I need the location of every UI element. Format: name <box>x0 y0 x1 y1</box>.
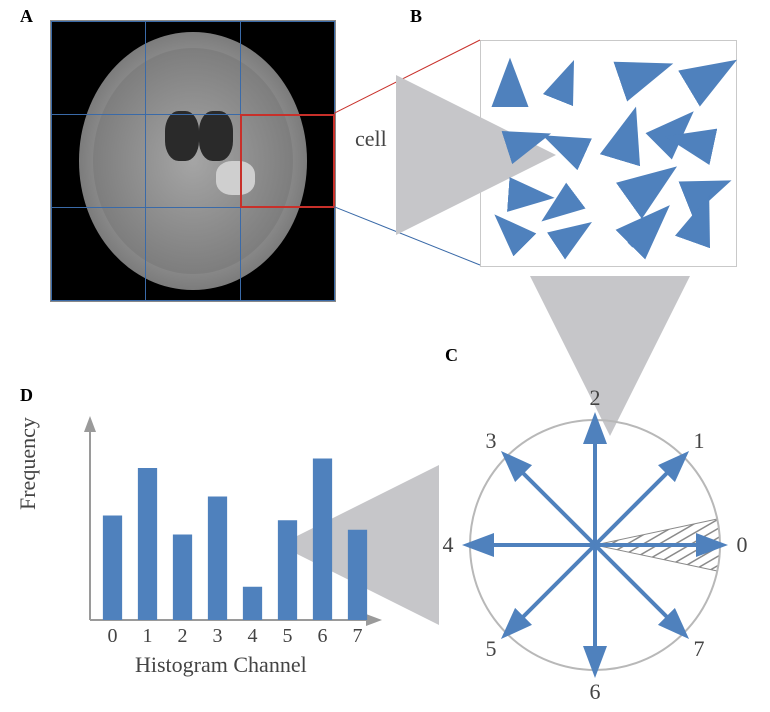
x-axis-label: Histogram Channel <box>135 652 307 678</box>
panel-a-mri <box>50 20 336 302</box>
svg-text:1: 1 <box>693 428 704 453</box>
svg-text:7: 7 <box>693 636 704 661</box>
panel-label-d: D <box>20 385 33 406</box>
svg-text:6: 6 <box>590 679 601 704</box>
svg-text:4: 4 <box>443 532 454 557</box>
svg-text:2: 2 <box>590 385 601 410</box>
figure-stage: A B C D cell Frequency Histogram Channel <box>0 0 770 712</box>
panel-label-c: C <box>445 345 458 366</box>
svg-text:3: 3 <box>486 428 497 453</box>
panel-label-a: A <box>20 6 33 27</box>
svg-text:0: 0 <box>737 532 748 557</box>
svg-text:5: 5 <box>486 636 497 661</box>
y-axis-label: Frequency <box>15 417 41 510</box>
panel-label-b: B <box>410 6 422 27</box>
panel-d-histogram: Frequency Histogram Channel <box>65 420 375 670</box>
cell-label: cell <box>355 126 387 152</box>
panel-b-vectors <box>480 40 737 267</box>
